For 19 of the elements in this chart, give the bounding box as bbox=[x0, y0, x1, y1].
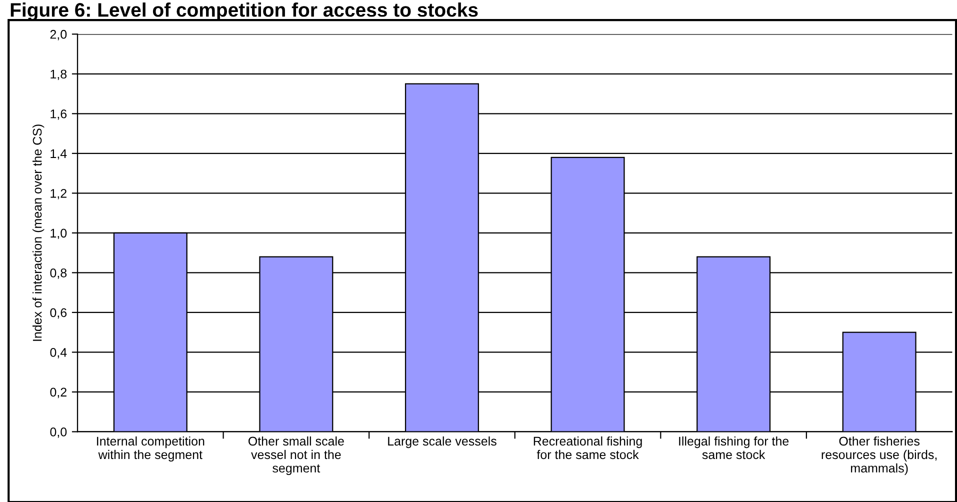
x-tick-label: Large scale vessels bbox=[388, 436, 496, 448]
y-tick-label: 1,2 bbox=[50, 188, 66, 200]
y-tick-label: 0,2 bbox=[50, 388, 66, 398]
x-tick-label: Illegal fishing for the same stock bbox=[679, 436, 789, 460]
y-tick-label: 1,8 bbox=[50, 70, 67, 80]
y-tick-label: 1,4 bbox=[50, 149, 67, 160]
x-tick-label: Other fisheries resources use (birds, mammals) bbox=[822, 436, 937, 476]
y-axis-title: Index of interaction (mean over the CS) bbox=[32, 124, 44, 341]
x-tick-label: Other small scale vessel not in the segment bbox=[248, 436, 344, 476]
y-tick-label: 0,8 bbox=[50, 268, 67, 279]
chart-title: Figure 6: Level of competition for access to stocks bbox=[10, 2, 478, 21]
y-tick-label: 1,6 bbox=[50, 109, 67, 120]
y-tick-label: 0,4 bbox=[50, 348, 67, 358]
x-tick-label: Internal competition within the segment bbox=[97, 436, 204, 462]
y-tick-label: 2,0 bbox=[50, 30, 67, 40]
y-tick-label: 0,0 bbox=[50, 428, 67, 438]
y-tick-label: 0,6 bbox=[50, 308, 67, 319]
y-tick-label: 1,0 bbox=[50, 228, 67, 240]
x-tick-label: Recreational fishing for the same stock bbox=[534, 436, 642, 460]
